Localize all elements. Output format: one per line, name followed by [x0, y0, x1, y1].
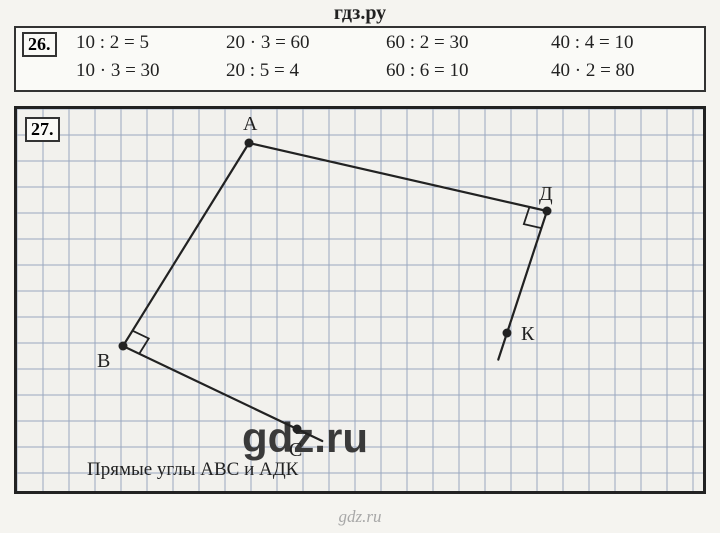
- site-header: гдз.ру: [0, 2, 720, 25]
- point-label-a: А: [243, 113, 257, 136]
- problem-26-equations: 10 : 2 = 5 20 · 3 = 60 60 : 2 = 30 40 : …: [76, 32, 701, 88]
- problem-27-number: 27.: [25, 117, 60, 142]
- equation-cell: 40 · 2 = 80: [551, 60, 701, 88]
- equation-cell: 40 : 4 = 10: [551, 32, 701, 60]
- equation-cell: 60 : 2 = 30: [386, 32, 551, 60]
- problem-27-box: 27. А В С Д К gdz.ru Прямые углы АВС и А…: [14, 106, 706, 494]
- problem-27-caption: Прямые углы АВС и АДК: [87, 459, 298, 481]
- geometry-diagram: [17, 109, 706, 494]
- point-label-d: Д: [539, 183, 553, 206]
- equation-cell: 10 : 2 = 5: [76, 32, 226, 60]
- page-root: гдз.ру gdz.ru 26. 10 : 2 = 5 20 · 3 = 60…: [0, 0, 720, 533]
- watermark-bottom: gdz.ru: [0, 507, 720, 527]
- equation-cell: 20 · 3 = 60: [226, 32, 386, 60]
- point-label-k: К: [521, 323, 534, 346]
- equation-cell: 10 · 3 = 30: [76, 60, 226, 88]
- point-label-b: В: [97, 350, 110, 373]
- problem-26-box: 26. 10 : 2 = 5 20 · 3 = 60 60 : 2 = 30 4…: [14, 26, 706, 92]
- problem-26-number: 26.: [22, 32, 57, 57]
- equation-cell: 20 : 5 = 4: [226, 60, 386, 88]
- equation-cell: 60 : 6 = 10: [386, 60, 551, 88]
